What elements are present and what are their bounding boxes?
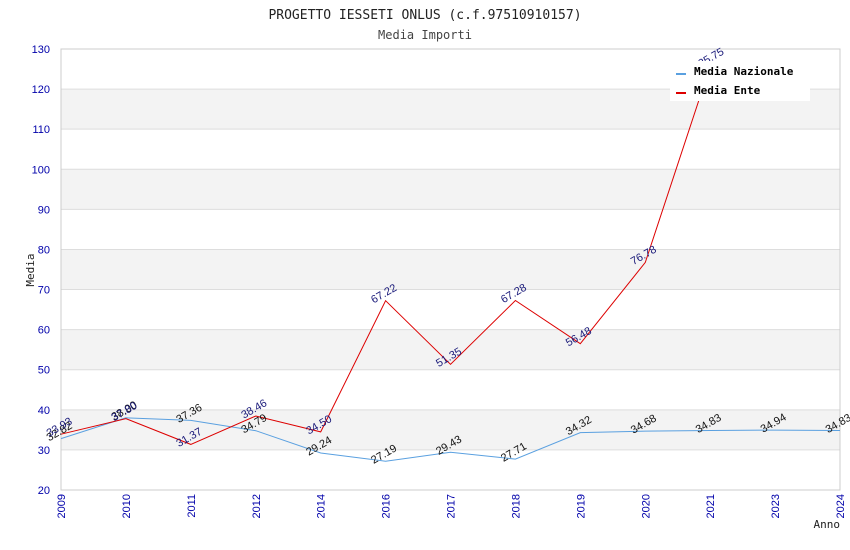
x-axis-ticks: 2009 2010 2011 2012 2014 2016 2017 2018 2019 2020… (56, 494, 847, 518)
x-tick-label: 2016 (381, 494, 393, 518)
legend-label: Media Ente (694, 84, 761, 97)
x-tick-label: 2018 (510, 494, 522, 518)
y-tick-label: 70 (38, 285, 50, 297)
y-axis-ticks: 20 30 40 50 60 70 80 90 100 110 120 130 (32, 44, 50, 497)
legend-label: Media Nazionale (694, 65, 794, 78)
legend-box (670, 61, 810, 101)
x-tick-label: 2021 (705, 494, 717, 518)
y-tick-label: 110 (32, 124, 50, 136)
x-tick-label: 2017 (446, 494, 458, 518)
y-tick-label: 80 (38, 244, 50, 256)
y-tick-label: 90 (38, 204, 50, 216)
x-tick-label: 2019 (575, 494, 587, 518)
plot-band (61, 249, 840, 290)
y-tick-label: 30 (38, 445, 50, 457)
x-tick-label: 2023 (770, 494, 782, 518)
x-tick-label: 2010 (121, 494, 133, 518)
grid-lines (61, 48, 840, 491)
y-tick-label: 40 (38, 405, 50, 417)
x-tick-label: 2012 (251, 494, 263, 518)
series-line (60, 65, 711, 445)
chart-title: PROGETTO IESSETI ONLUS (c.f.97510910157) (268, 8, 581, 23)
plot-band (61, 409, 840, 450)
plot-bands (61, 89, 840, 450)
x-tick-label: 2011 (186, 494, 198, 518)
plot-band (61, 329, 840, 370)
x-tick-label: 2014 (316, 494, 328, 518)
y-tick-label: 130 (32, 44, 50, 56)
y-tick-label: 20 (38, 485, 50, 497)
series-line (60, 417, 841, 462)
y-tick-label: 100 (32, 164, 50, 176)
plot-area (60, 48, 841, 491)
chart-subtitle: Media Importi (378, 28, 472, 42)
y-tick-label: 120 (32, 84, 50, 96)
y-axis-label: Media (24, 253, 37, 286)
x-tick-label: 2020 (640, 494, 652, 518)
x-tick-label: 2024 (835, 494, 847, 518)
legend: Media Nazionale Media Ente (670, 61, 810, 101)
x-axis-label: Anno (814, 518, 841, 531)
series-lines (60, 65, 841, 462)
y-tick-label: 50 (38, 365, 50, 377)
plot-band (61, 169, 840, 210)
y-tick-label: 60 (38, 325, 50, 337)
x-tick-label: 2009 (56, 494, 68, 518)
